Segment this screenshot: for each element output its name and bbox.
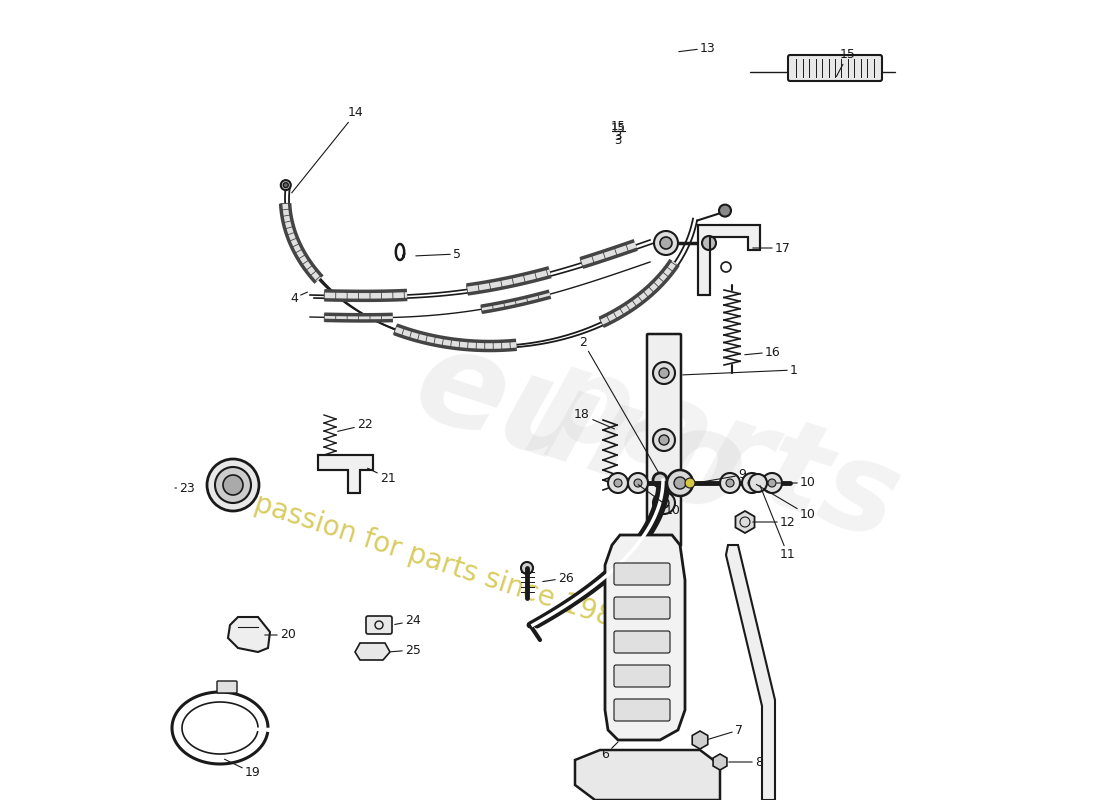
Text: 15: 15 [836,49,856,77]
Text: 7: 7 [708,723,742,739]
FancyBboxPatch shape [614,597,670,619]
Text: 15: 15 [610,122,626,134]
Text: 15: 15 [610,121,626,134]
Polygon shape [318,455,373,493]
Circle shape [659,435,669,445]
Text: 13: 13 [679,42,716,54]
Text: 18: 18 [574,409,615,429]
Circle shape [748,479,756,487]
Circle shape [660,237,672,249]
Text: 12: 12 [752,515,795,529]
Circle shape [726,479,734,487]
Text: 26: 26 [542,571,574,585]
FancyBboxPatch shape [366,616,392,634]
Text: 22: 22 [338,418,373,431]
Circle shape [653,362,675,384]
Circle shape [659,498,669,508]
FancyBboxPatch shape [788,55,882,81]
Text: 4: 4 [290,291,307,305]
Circle shape [653,429,675,451]
Polygon shape [355,643,390,660]
Circle shape [521,562,534,574]
Circle shape [742,473,762,493]
Text: a passion for parts since 1985: a passion for parts since 1985 [227,482,634,638]
Text: 9: 9 [698,469,746,482]
Text: 3: 3 [614,134,622,146]
Circle shape [214,467,251,503]
Text: 21: 21 [367,468,396,485]
Text: 1: 1 [683,363,798,377]
Text: 8: 8 [729,755,763,769]
Circle shape [702,236,716,250]
Circle shape [653,473,667,487]
Circle shape [762,473,782,493]
Text: 10: 10 [777,477,816,490]
Circle shape [674,477,686,489]
Circle shape [685,478,695,488]
Text: 10: 10 [757,485,816,522]
Text: 23: 23 [175,482,195,494]
Text: 19: 19 [224,759,261,779]
Circle shape [667,470,693,496]
FancyBboxPatch shape [217,681,236,693]
Text: parts: parts [526,335,914,565]
FancyBboxPatch shape [614,699,670,721]
Circle shape [653,492,675,514]
Polygon shape [575,750,721,800]
Circle shape [284,182,288,188]
Text: euro: euro [399,317,761,543]
Circle shape [749,474,767,492]
Circle shape [768,479,776,487]
FancyBboxPatch shape [614,631,670,653]
Polygon shape [698,225,760,295]
Circle shape [654,231,678,255]
FancyBboxPatch shape [647,334,681,546]
Text: 25: 25 [390,643,421,657]
Text: 20: 20 [265,629,296,642]
Polygon shape [726,545,775,800]
Text: 10: 10 [638,485,681,517]
Text: 6: 6 [601,742,618,762]
Circle shape [280,180,290,190]
Circle shape [634,479,642,487]
Text: 3: 3 [614,130,622,143]
Circle shape [659,368,669,378]
Circle shape [207,459,258,511]
Text: 17: 17 [752,242,791,254]
Text: 16: 16 [745,346,781,358]
Text: 24: 24 [395,614,420,627]
Circle shape [223,475,243,495]
Circle shape [720,473,740,493]
Text: 5: 5 [416,247,461,261]
Circle shape [614,479,622,487]
Text: 14: 14 [292,106,364,193]
Text: 11: 11 [760,486,795,562]
Circle shape [719,205,732,217]
FancyBboxPatch shape [614,665,670,687]
Polygon shape [228,617,270,652]
FancyBboxPatch shape [614,563,670,585]
Circle shape [608,473,628,493]
Text: 2: 2 [579,335,659,473]
Polygon shape [605,535,685,740]
Circle shape [628,473,648,493]
